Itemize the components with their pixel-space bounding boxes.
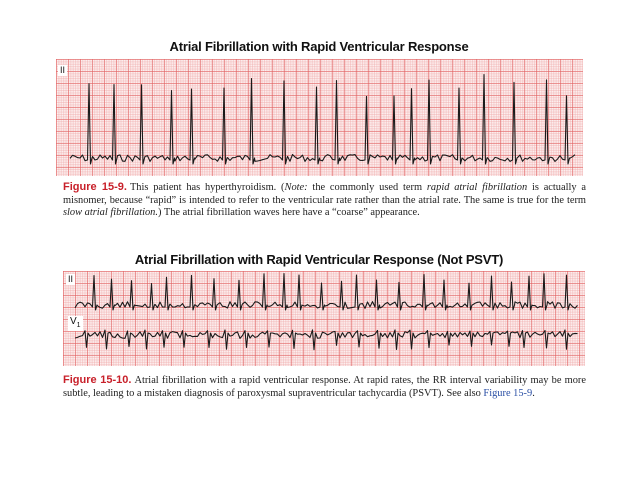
lead-label-ii: II [66,274,76,285]
ecg-waveform-lead-ii [74,273,578,311]
caption-text: Atrial fibrillation with a rapid ventric… [63,375,586,399]
caption-text: the commonly used term [307,182,427,193]
caption-term: rapid atrial fibrillation [426,182,528,193]
lead-label-ii: II [58,65,68,76]
ecg-waveform-lead-ii [69,74,576,165]
caption-text: This patient has hyperthyroidism. ( [129,182,285,193]
figure1-caption: Figure 15-9. This patient has hyperthyroi… [63,181,586,220]
figure-link[interactable]: Figure 15-9 [483,387,533,399]
lead-label-v1: V1 [68,316,83,331]
ecg-strip-figure1: II [56,59,583,176]
caption-text: is actually a misnomer, because “rapid” … [63,182,587,206]
figure1-title: Atrial Fibrillation with Rapid Ventricul… [169,39,469,54]
ecg-strip-figure2: II V1 [63,271,585,366]
figure1-label: Figure 15-9. [63,181,127,193]
figure2-caption: Figure 15-10. Atrial fibrillation with a … [63,374,586,400]
caption-text: ) The atrial fibrillation waves here hav… [157,207,420,219]
ecg-trace-figure2 [74,273,578,351]
lead-label-v1-sub: 1 [76,322,81,329]
caption-text: . [532,387,535,399]
lead-label-v1-main: V [70,316,77,327]
caption-term: slow atrial fibrillation. [63,207,158,219]
figure2-title: Atrial Fibrillation with Rapid Ventricul… [134,252,504,267]
ecg-trace-figure1 [69,74,576,165]
ecg-waveform-lead-v1 [74,329,578,351]
figure2-label: Figure 15-10. [63,374,132,386]
caption-note: Note: [284,182,308,193]
